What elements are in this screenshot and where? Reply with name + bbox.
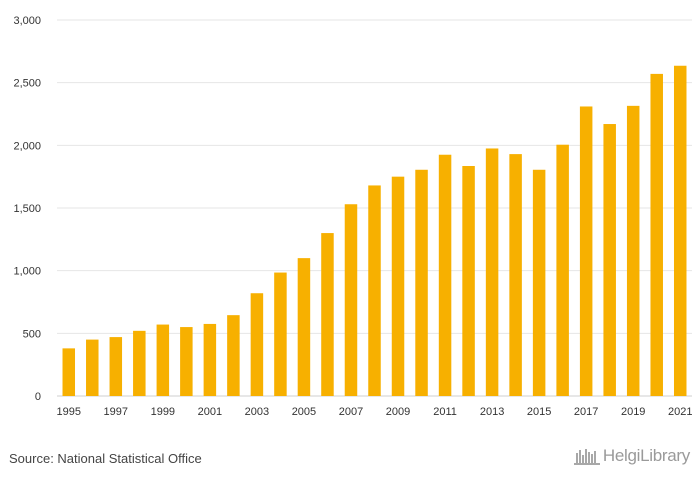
y-tick-label: 2,000	[13, 140, 41, 152]
bar-2012[interactable]	[462, 166, 475, 396]
bar-1995[interactable]	[62, 348, 76, 396]
bar-2009[interactable]	[391, 176, 405, 396]
bars	[62, 65, 687, 396]
x-tick-label: 2009	[386, 406, 410, 418]
y-tick-label: 1,500	[13, 203, 41, 215]
y-tick-label: 0	[35, 391, 41, 403]
x-tick-label: 2017	[574, 406, 598, 418]
bar-2015[interactable]	[532, 169, 546, 396]
bar-2001[interactable]	[203, 323, 217, 396]
x-tick-label: 2021	[668, 406, 692, 418]
x-tick-label: 2019	[621, 406, 645, 418]
bar-2013[interactable]	[485, 148, 499, 396]
bar-2007[interactable]	[344, 204, 358, 396]
bar-2004[interactable]	[274, 272, 287, 396]
x-tick-label: 2007	[339, 406, 363, 418]
y-tick-label: 3,000	[13, 15, 41, 27]
x-tick-label: 2003	[245, 406, 269, 418]
bar-2011[interactable]	[438, 154, 452, 396]
bar-2021[interactable]	[673, 65, 687, 396]
y-tick-label: 1,000	[13, 266, 41, 278]
bar-2010[interactable]	[415, 169, 428, 396]
x-tick-label: 2015	[527, 406, 551, 418]
source-text: Source: National Statistical Office	[9, 451, 202, 466]
bar-2000[interactable]	[180, 327, 193, 396]
bar-2005[interactable]	[297, 258, 311, 396]
x-tick-label: 2013	[480, 406, 504, 418]
x-tick-label: 2001	[198, 406, 222, 418]
bar-2003[interactable]	[250, 293, 264, 396]
bar-2017[interactable]	[579, 106, 593, 396]
bar-2006[interactable]	[321, 233, 334, 396]
bar-1998[interactable]	[133, 330, 146, 396]
bar-1996[interactable]	[86, 339, 99, 396]
x-tick-label: 1999	[151, 406, 175, 418]
x-axis-tick-labels: 1995 1997 1999 2001 2003 2005 2007 2009 2011 2013…	[57, 406, 693, 418]
y-tick-label: 500	[23, 328, 41, 340]
x-tick-label: 1995	[57, 406, 81, 418]
y-tick-label: 2,500	[13, 78, 41, 90]
library-icon	[573, 449, 600, 465]
x-tick-label: 2011	[433, 406, 457, 418]
chart-footer: Source: National Statistical Office Helg…	[0, 436, 700, 483]
bar-2019[interactable]	[626, 105, 640, 396]
x-tick-label: 1997	[104, 406, 128, 418]
bar-2016[interactable]	[556, 144, 569, 396]
bar-2014[interactable]	[509, 154, 522, 396]
bar-1997[interactable]	[109, 337, 123, 396]
bar-2020[interactable]	[650, 73, 663, 396]
x-tick-label: 2005	[292, 406, 316, 418]
bar-2008[interactable]	[368, 185, 381, 396]
bar-2002[interactable]	[227, 315, 240, 396]
bar-2018[interactable]	[603, 124, 616, 396]
brand-logo[interactable]: HelgiLibrary	[573, 446, 690, 466]
brand-name: HelgiLibrary	[602, 446, 690, 465]
bar-1999[interactable]	[156, 324, 170, 396]
y-axis-tick-labels: 0 500 1,000 1,500 2,000 2,500 3,000	[13, 15, 41, 403]
